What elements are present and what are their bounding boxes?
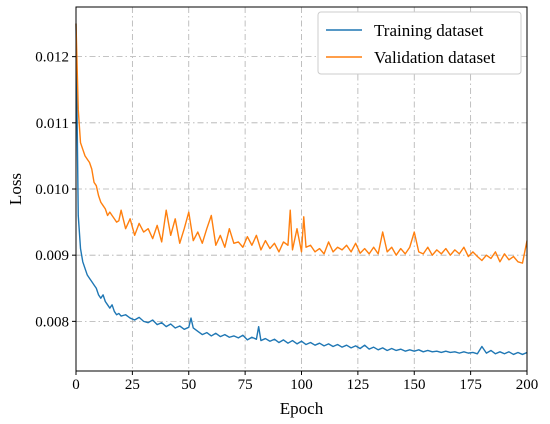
- y-tick-label: 0.012: [35, 50, 69, 66]
- x-tick-label: 125: [347, 377, 370, 393]
- series-layer: [75, 23, 528, 356]
- y-tick-label: 0.008: [35, 314, 69, 330]
- legend-label-validation: Validation dataset: [374, 48, 496, 67]
- x-tick-label: 75: [238, 377, 253, 393]
- x-tick-label: 25: [125, 377, 140, 393]
- legend-box: [317, 11, 522, 75]
- legend-label-training: Training dataset: [374, 21, 484, 40]
- x-tick-label: 200: [516, 377, 539, 393]
- legend: Training dataset Validation dataset: [317, 11, 522, 75]
- x-tick-label: 50: [181, 377, 196, 393]
- y-tick-label: 0.009: [35, 248, 69, 264]
- series-line-training: [75, 23, 528, 356]
- y-axis-label: Loss: [6, 173, 25, 205]
- x-tick-label: 175: [459, 377, 482, 393]
- grid: [75, 7, 528, 371]
- x-tick-label: 100: [290, 377, 313, 393]
- x-tick-label: 150: [403, 377, 426, 393]
- x-axis-label: Epoch: [280, 399, 324, 418]
- series-line-validation: [75, 23, 528, 264]
- axis-ticks: 0 25 50 75 100 125 150 175 200 0.008 0.009 0.010 0.0…: [35, 50, 538, 393]
- y-tick-label: 0.010: [35, 182, 69, 198]
- y-tick-label: 0.011: [36, 116, 69, 132]
- x-tick-label: 0: [72, 377, 80, 393]
